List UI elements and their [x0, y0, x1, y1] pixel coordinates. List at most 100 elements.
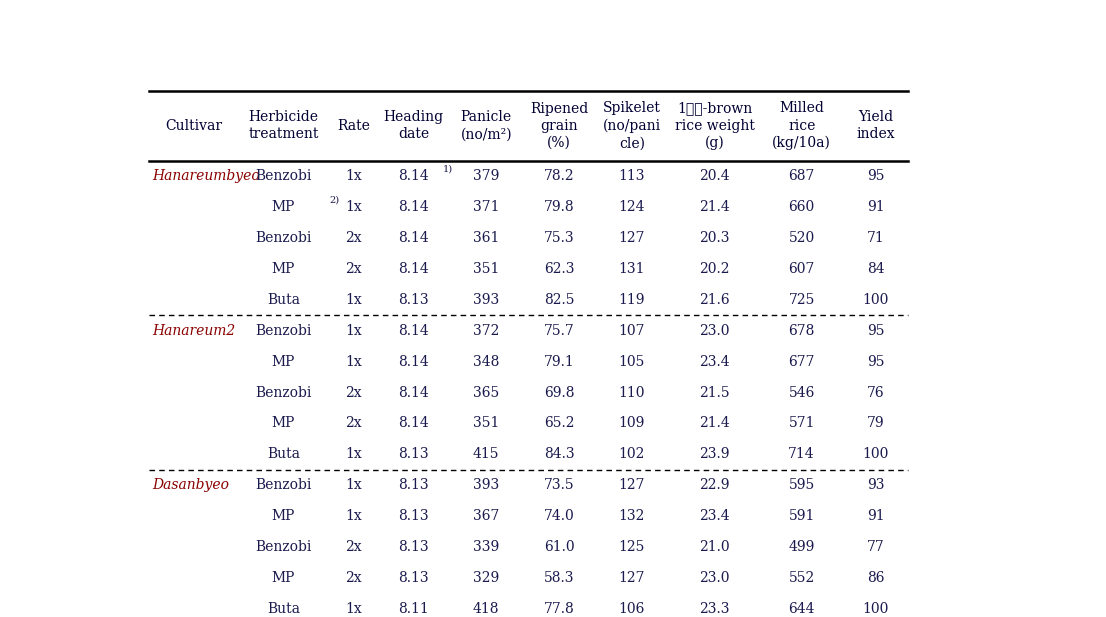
Text: 95: 95 [867, 355, 885, 369]
Text: MP: MP [272, 262, 295, 276]
Text: Heading
date: Heading date [384, 110, 444, 141]
Text: 8.13: 8.13 [398, 540, 429, 554]
Text: 74.0: 74.0 [544, 509, 574, 523]
Text: 22.9: 22.9 [699, 478, 730, 492]
Text: 725: 725 [789, 293, 815, 307]
Text: 329: 329 [473, 571, 500, 585]
Text: MP: MP [272, 201, 295, 214]
Text: 21.5: 21.5 [699, 386, 730, 400]
Text: 499: 499 [789, 540, 815, 554]
Text: Cultivar: Cultivar [165, 119, 222, 133]
Text: 2x: 2x [345, 540, 362, 554]
Text: 91: 91 [867, 509, 885, 523]
Text: 23.3: 23.3 [699, 602, 730, 616]
Text: 21.4: 21.4 [699, 416, 730, 431]
Text: 119: 119 [618, 293, 645, 307]
Text: Buta: Buta [267, 293, 300, 307]
Text: 8.13: 8.13 [398, 447, 429, 462]
Text: 418: 418 [473, 602, 500, 616]
Text: Buta: Buta [267, 447, 300, 462]
Text: 8.14: 8.14 [398, 324, 429, 338]
Text: 23.4: 23.4 [699, 355, 730, 369]
Text: 69.8: 69.8 [544, 386, 574, 400]
Text: 95: 95 [867, 170, 885, 183]
Text: 677: 677 [789, 355, 815, 369]
Text: 393: 393 [473, 478, 500, 492]
Text: 520: 520 [789, 231, 815, 245]
Text: 1x: 1x [345, 509, 362, 523]
Text: 75.7: 75.7 [544, 324, 574, 338]
Text: 351: 351 [473, 262, 500, 276]
Text: 78.2: 78.2 [544, 170, 574, 183]
Text: Benzobi: Benzobi [255, 324, 312, 338]
Text: 678: 678 [789, 324, 815, 338]
Text: 2x: 2x [345, 262, 362, 276]
Text: 8.13: 8.13 [398, 509, 429, 523]
Text: 77.8: 77.8 [544, 602, 574, 616]
Text: 21.6: 21.6 [699, 293, 730, 307]
Text: 1x: 1x [345, 478, 362, 492]
Text: 8.14: 8.14 [398, 355, 429, 369]
Text: 100: 100 [863, 293, 889, 307]
Text: 546: 546 [789, 386, 815, 400]
Text: 20.2: 20.2 [699, 262, 730, 276]
Text: 8.13: 8.13 [398, 478, 429, 492]
Text: 84.3: 84.3 [544, 447, 574, 462]
Text: 367: 367 [473, 509, 500, 523]
Text: 73.5: 73.5 [544, 478, 574, 492]
Text: 132: 132 [618, 509, 645, 523]
Text: 8.14: 8.14 [398, 386, 429, 400]
Text: 644: 644 [789, 602, 815, 616]
Text: Benzobi: Benzobi [255, 478, 312, 492]
Text: Milled
rice
(kg/10a): Milled rice (kg/10a) [772, 101, 831, 151]
Text: Rate: Rate [337, 119, 369, 133]
Text: 1⓪⓪-brown
rice weight
(g): 1⓪⓪-brown rice weight (g) [675, 101, 754, 151]
Text: 20.4: 20.4 [699, 170, 730, 183]
Text: 127: 127 [618, 478, 645, 492]
Text: 8.13: 8.13 [398, 293, 429, 307]
Text: MP: MP [272, 355, 295, 369]
Text: MP: MP [272, 571, 295, 585]
Text: 8.14: 8.14 [398, 170, 429, 183]
Text: 2x: 2x [345, 386, 362, 400]
Text: 8.14: 8.14 [398, 262, 429, 276]
Text: 2x: 2x [345, 571, 362, 585]
Text: 365: 365 [473, 386, 500, 400]
Text: 124: 124 [618, 201, 645, 214]
Text: 75.3: 75.3 [544, 231, 574, 245]
Text: 110: 110 [618, 386, 645, 400]
Text: Ripened
grain
(%): Ripened grain (%) [530, 102, 588, 150]
Text: MP: MP [272, 416, 295, 431]
Text: 1x: 1x [345, 355, 362, 369]
Text: 1x: 1x [345, 170, 362, 183]
Text: 351: 351 [473, 416, 500, 431]
Text: 8.11: 8.11 [398, 602, 429, 616]
Text: 361: 361 [473, 231, 500, 245]
Text: Hanareum2: Hanareum2 [152, 324, 236, 338]
Text: 82.5: 82.5 [544, 293, 574, 307]
Text: 8.13: 8.13 [398, 571, 429, 585]
Text: 107: 107 [618, 324, 645, 338]
Text: 125: 125 [618, 540, 645, 554]
Text: MP: MP [272, 509, 295, 523]
Text: 76: 76 [867, 386, 885, 400]
Text: 21.4: 21.4 [699, 201, 730, 214]
Text: 393: 393 [473, 293, 500, 307]
Text: 62.3: 62.3 [544, 262, 574, 276]
Text: 95: 95 [867, 324, 885, 338]
Text: 84: 84 [867, 262, 885, 276]
Text: Hanareumbyeo: Hanareumbyeo [152, 170, 260, 183]
Text: 23.0: 23.0 [699, 324, 730, 338]
Text: 687: 687 [789, 170, 815, 183]
Text: 660: 660 [789, 201, 815, 214]
Text: 552: 552 [789, 571, 815, 585]
Text: 379: 379 [473, 170, 500, 183]
Text: 79: 79 [867, 416, 885, 431]
Text: Benzobi: Benzobi [255, 170, 312, 183]
Text: 20.3: 20.3 [699, 231, 730, 245]
Text: 100: 100 [863, 602, 889, 616]
Text: 2x: 2x [345, 231, 362, 245]
Text: Panicle
(no/m²): Panicle (no/m²) [460, 110, 512, 141]
Text: 113: 113 [618, 170, 645, 183]
Text: 86: 86 [867, 571, 885, 585]
